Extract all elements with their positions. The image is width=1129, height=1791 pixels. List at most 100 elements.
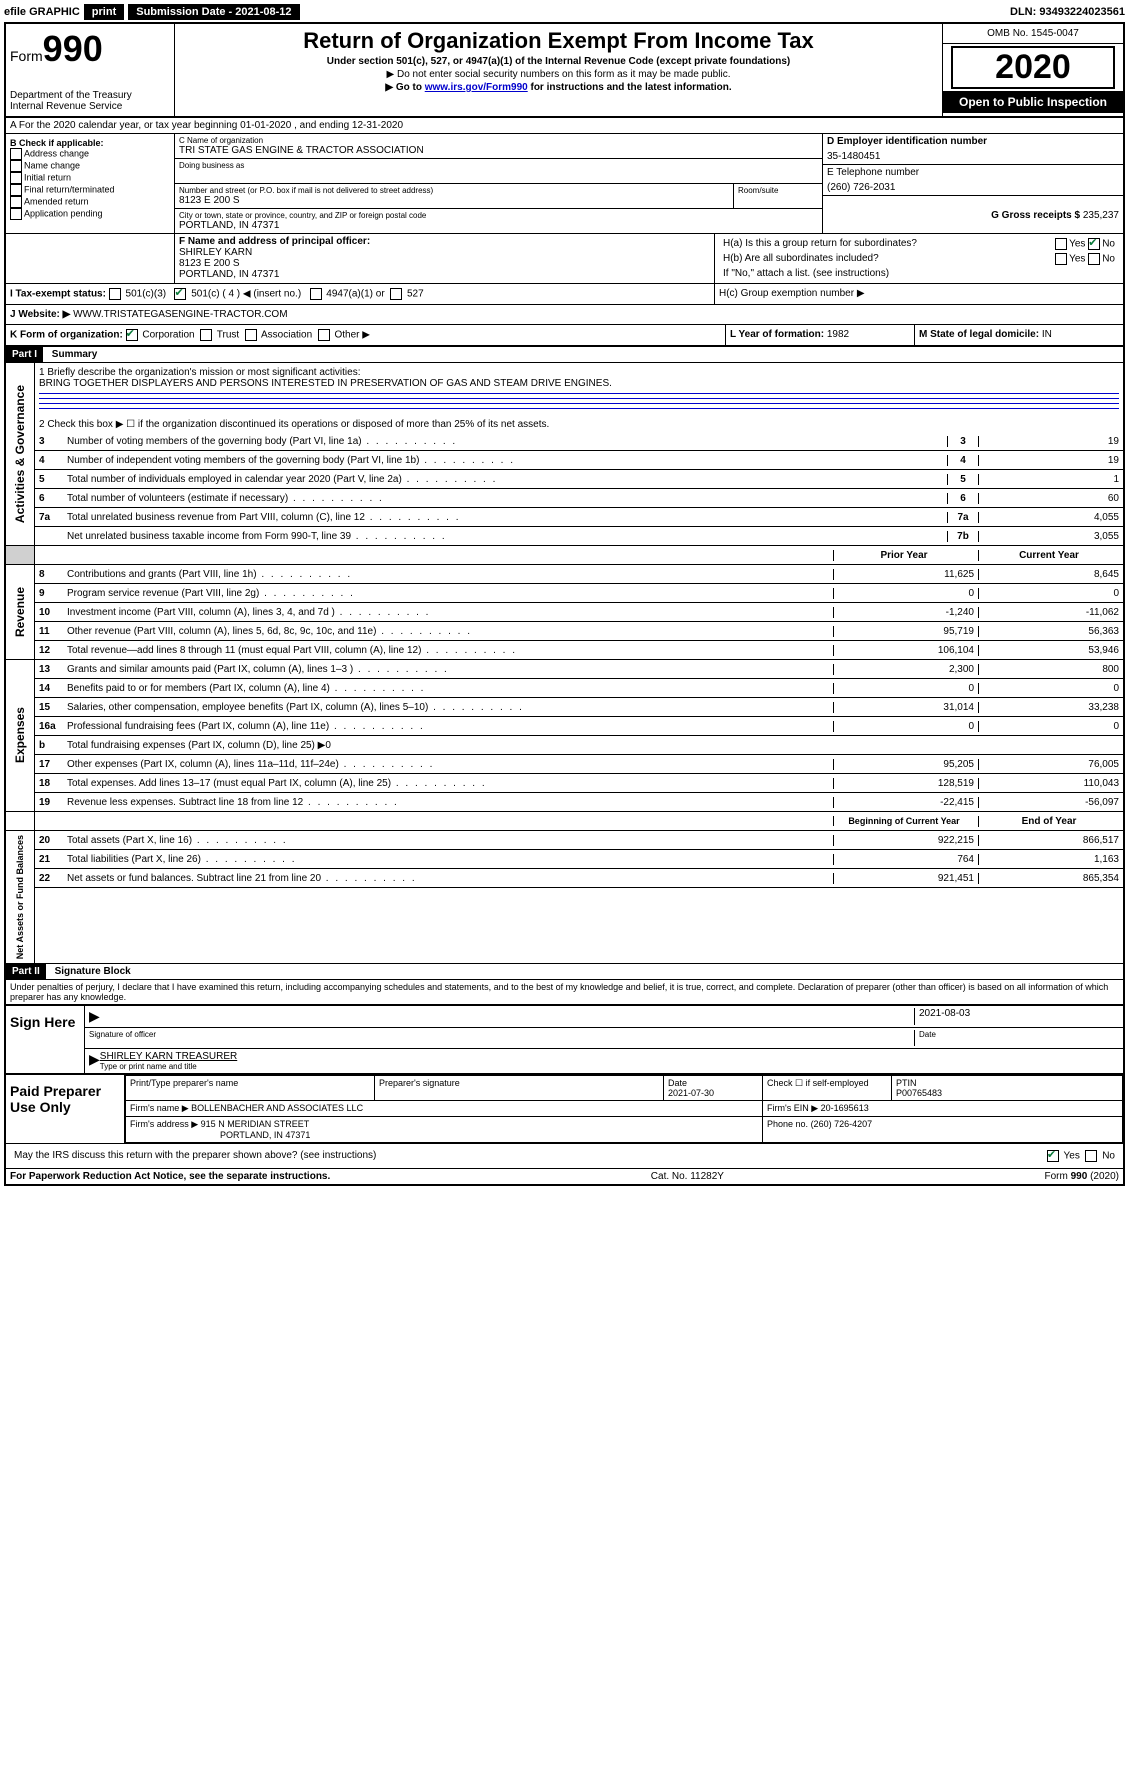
check-amended-return[interactable] (10, 196, 22, 208)
hb-label: H(b) Are all subordinates included? (723, 253, 879, 264)
check-assoc[interactable] (245, 329, 257, 341)
check-trust[interactable] (200, 329, 212, 341)
summary-line-4: 4 Number of independent voting members o… (35, 451, 1123, 470)
efile-label: efile GRAPHIC (4, 6, 80, 18)
prep-name-label: Print/Type preparer's name (130, 1078, 370, 1088)
lbl-final-return: Final return/terminated (24, 184, 115, 194)
ha-no[interactable] (1088, 238, 1100, 250)
hb-no[interactable] (1088, 253, 1100, 265)
ha-yes[interactable] (1055, 238, 1067, 250)
row-i: I Tax-exempt status: 501(c)(3) 501(c) ( … (6, 284, 1123, 305)
check-501c3[interactable] (109, 288, 121, 300)
prep-date-label: Date (668, 1078, 758, 1088)
row-a: A For the 2020 calendar year, or tax yea… (6, 118, 1123, 134)
check-initial-return[interactable] (10, 172, 22, 184)
print-button[interactable]: print (84, 4, 124, 20)
firm-ein-label: Firm's EIN ▶ (767, 1103, 818, 1113)
line-12: 12 Total revenue—add lines 8 through 11 … (35, 641, 1123, 660)
check-address-change[interactable] (10, 148, 22, 160)
hc-label: H(c) Group exemption number ▶ (714, 284, 1123, 304)
row-j: J Website: ▶ WWW.TRISTATEGASENGINE-TRACT… (6, 305, 1123, 325)
form-footer: For Paperwork Reduction Act Notice, see … (6, 1168, 1123, 1184)
section-activities-governance: Activities & Governance 1 Briefly descri… (6, 363, 1123, 546)
box-f: F Name and address of principal officer:… (175, 234, 714, 283)
check-527[interactable] (390, 288, 402, 300)
col-headers-1: Prior Year Current Year (6, 546, 1123, 565)
phone-label: E Telephone number (827, 167, 1119, 178)
line-21: 21 Total liabilities (Part X, line 26) 7… (35, 850, 1123, 869)
arrow-icon: ▶ (89, 1008, 100, 1025)
l1-text: BRING TOGETHER DISPLAYERS AND PERSONS IN… (39, 378, 1119, 389)
section-net-assets: Net Assets or Fund Balances 20 Total ass… (6, 831, 1123, 963)
addr-label: Number and street (or P.O. box if mail i… (179, 186, 729, 195)
header-left: Form990 Department of the Treasury Inter… (6, 24, 175, 116)
check-application-pending[interactable] (10, 208, 22, 220)
sub3-pre: ▶ Go to (385, 82, 424, 93)
discuss-row: May the IRS discuss this return with the… (6, 1143, 1123, 1168)
form-ref-num: 990 (1071, 1171, 1088, 1182)
col-b-spacer (6, 234, 175, 283)
discuss-yes[interactable] (1047, 1150, 1059, 1162)
section-expenses: Expenses 13 Grants and similar amounts p… (6, 660, 1123, 812)
arrow-icon-2: ▶ (89, 1051, 100, 1071)
l1-label: 1 Briefly describe the organization's mi… (39, 367, 1119, 378)
cat-no: Cat. No. 11282Y (651, 1171, 724, 1182)
officer-name: SHIRLEY KARN (179, 247, 710, 258)
part-1-title: Summary (46, 347, 104, 362)
side-ag: Activities & Governance (11, 381, 29, 527)
hb-yes[interactable] (1055, 253, 1067, 265)
lbl-assoc: Association (261, 330, 312, 341)
check-name-change[interactable] (10, 160, 22, 172)
col-begin: Beginning of Current Year (833, 816, 978, 826)
submission-date: Submission Date - 2021-08-12 (128, 4, 299, 20)
col-current: Current Year (978, 550, 1123, 561)
check-501c[interactable] (174, 288, 186, 300)
box-b-label: B Check if applicable: (10, 138, 170, 148)
check-final-return[interactable] (10, 184, 22, 196)
line-16a: 16a Professional fundraising fees (Part … (35, 717, 1123, 736)
col-b: B Check if applicable: Address change Na… (6, 134, 175, 233)
prep-sig-label: Preparer's signature (379, 1078, 659, 1088)
discuss-no[interactable] (1085, 1150, 1097, 1162)
org-city: PORTLAND, IN 47371 (179, 220, 818, 231)
sign-here-label: Sign Here (6, 1006, 85, 1073)
irs-link[interactable]: www.irs.gov/Form990 (425, 82, 528, 93)
line-20: 20 Total assets (Part X, line 16) 922,21… (35, 831, 1123, 850)
line-14: 14 Benefits paid to or for members (Part… (35, 679, 1123, 698)
lbl-name-change: Name change (24, 160, 80, 170)
m-label: M State of legal domicile: (919, 329, 1039, 340)
line-10: 10 Investment income (Part VIII, column … (35, 603, 1123, 622)
room-label: Room/suite (738, 186, 818, 195)
ha-no-lbl: No (1102, 239, 1115, 250)
line-22: 22 Net assets or fund balances. Subtract… (35, 869, 1123, 888)
form-ref-year: 2020 (1093, 1171, 1115, 1182)
website-value: WWW.TRISTATEGASENGINE-TRACTOR.COM (73, 309, 287, 320)
firm-name: BOLLENBACHER AND ASSOCIATES LLC (191, 1103, 363, 1113)
gross-receipts-value: 235,237 (1083, 210, 1119, 221)
lbl-address-change: Address change (24, 148, 89, 158)
officer-name-title: SHIRLEY KARN TREASURER (100, 1051, 1119, 1062)
org-name: TRI STATE GAS ENGINE & TRACTOR ASSOCIATI… (179, 145, 818, 156)
part-2-badge: Part II (6, 964, 46, 979)
lbl-trust: Trust (217, 330, 239, 341)
ptin-label: PTIN (896, 1078, 1118, 1088)
part-2-header: Part II Signature Block (6, 963, 1123, 980)
sig-date: 2021-08-03 (919, 1008, 1119, 1019)
lbl-application-pending: Application pending (24, 208, 103, 218)
check-other[interactable] (318, 329, 330, 341)
omb-number: OMB No. 1545-0047 (943, 24, 1123, 44)
gross-receipts-label: G Gross receipts $ (991, 210, 1080, 221)
ha-label: H(a) Is this a group return for subordin… (723, 238, 917, 249)
lbl-501c: 501(c) ( 4 ) ◀ (insert no.) (191, 289, 301, 300)
city-label: City or town, state or province, country… (179, 211, 818, 220)
dln-label: DLN: 93493224023561 (1010, 6, 1125, 18)
check-4947[interactable] (310, 288, 322, 300)
l-label: L Year of formation: (730, 329, 824, 340)
firm-city: PORTLAND, IN 47371 (220, 1130, 310, 1140)
form-subtitle-3: ▶ Go to www.irs.gov/Form990 for instruct… (179, 82, 938, 93)
firm-addr: 915 N MERIDIAN STREET (201, 1119, 310, 1129)
check-corp[interactable] (126, 329, 138, 341)
part-2-title: Signature Block (49, 964, 137, 979)
m-value: IN (1042, 329, 1052, 340)
dept-label: Department of the Treasury Internal Reve… (10, 90, 170, 112)
